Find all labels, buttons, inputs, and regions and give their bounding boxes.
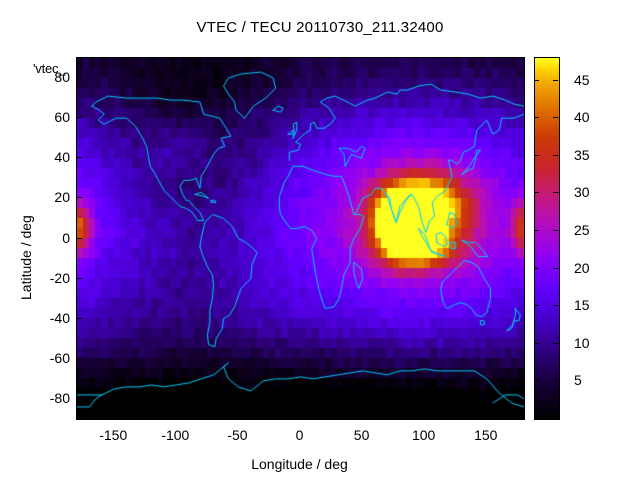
- vtec-heatmap[interactable]: [77, 58, 524, 419]
- colorbar-tick-label: 25: [574, 221, 590, 238]
- y-axis-ticks: 80 60 40 20 0 -20 -40 -60 -80: [14, 0, 82, 480]
- y-tick-mark: [76, 277, 82, 279]
- colorbar-tick-mark: [553, 117, 558, 119]
- y-tick-label: -20: [49, 269, 70, 286]
- x-tick-label: 50: [353, 427, 370, 443]
- y-tick-mark: [76, 317, 82, 319]
- y-tick-label: -80: [49, 389, 70, 406]
- colorbar-tick-mark: [534, 305, 539, 307]
- colorbar-tick-label: 35: [574, 146, 590, 163]
- y-tick-label: 40: [54, 149, 70, 166]
- y-tick-mark: [76, 77, 82, 79]
- colorbar-tick-label: 45: [574, 71, 590, 88]
- colorbar-gradient: [535, 58, 559, 419]
- colorbar-tick-label: 5: [574, 372, 582, 389]
- colorbar-ticks: 45 40 35 30 25 20 15 10 5: [520, 0, 640, 480]
- colorbar-tick-mark: [534, 117, 539, 119]
- y-tick-mark: [76, 197, 82, 199]
- colorbar-tick-mark: [553, 342, 558, 344]
- colorbar-tick-mark: [534, 154, 539, 156]
- colorbar-tick-label: 40: [574, 109, 590, 126]
- colorbar-tick-label: 15: [574, 297, 590, 314]
- y-tick-label: 80: [54, 69, 70, 86]
- x-tick-label: 100: [411, 427, 436, 443]
- x-tick-label: 150: [474, 427, 498, 443]
- colorbar-tick-mark: [553, 380, 558, 382]
- colorbar-tick-mark: [553, 305, 558, 307]
- colorbar-tick-label: 30: [574, 184, 590, 201]
- page-title: VTEC / TECU 20110730_211.32400: [196, 19, 444, 36]
- colorbar[interactable]: [534, 57, 560, 420]
- y-tick-mark: [76, 237, 82, 239]
- colorbar-tick-mark: [534, 192, 539, 194]
- x-tick-label: -50: [227, 427, 248, 443]
- colorbar-tick-mark: [553, 79, 558, 81]
- colorbar-tick-mark: [553, 267, 558, 269]
- colorbar-tick-mark: [534, 380, 539, 382]
- y-tick-label: 0: [62, 229, 70, 246]
- colorbar-tick-mark: [553, 154, 558, 156]
- colorbar-tick-mark: [553, 192, 558, 194]
- x-axis-title: Longitude / deg: [251, 456, 348, 472]
- x-tick-label: -150: [99, 427, 128, 443]
- colorbar-tick-label: 10: [574, 334, 590, 351]
- x-tick-label: 0: [295, 427, 304, 443]
- colorbar-tick-mark: [534, 267, 539, 269]
- colorbar-tick-mark: [534, 342, 539, 344]
- plot-key-label: 'vtec_: [33, 61, 66, 76]
- x-tick-label: -100: [161, 427, 190, 443]
- colorbar-tick-label: 20: [574, 259, 590, 276]
- y-tick-label: -60: [49, 349, 70, 366]
- y-tick-mark: [76, 357, 82, 359]
- y-tick-mark: [76, 157, 82, 159]
- colorbar-tick-mark: [534, 79, 539, 81]
- y-tick-label: 60: [54, 109, 70, 126]
- colorbar-tick-mark: [553, 229, 558, 231]
- y-tick-label: -40: [49, 309, 70, 326]
- colorbar-tick-mark: [534, 229, 539, 231]
- y-tick-mark: [76, 397, 82, 399]
- x-axis-ticks: -150 -100 -50 0 50 100 150: [0, 427, 640, 449]
- y-tick-mark: [76, 117, 82, 119]
- y-axis-title: Latitude / deg: [18, 215, 34, 300]
- plot-area[interactable]: [76, 57, 525, 420]
- y-tick-label: 20: [54, 189, 70, 206]
